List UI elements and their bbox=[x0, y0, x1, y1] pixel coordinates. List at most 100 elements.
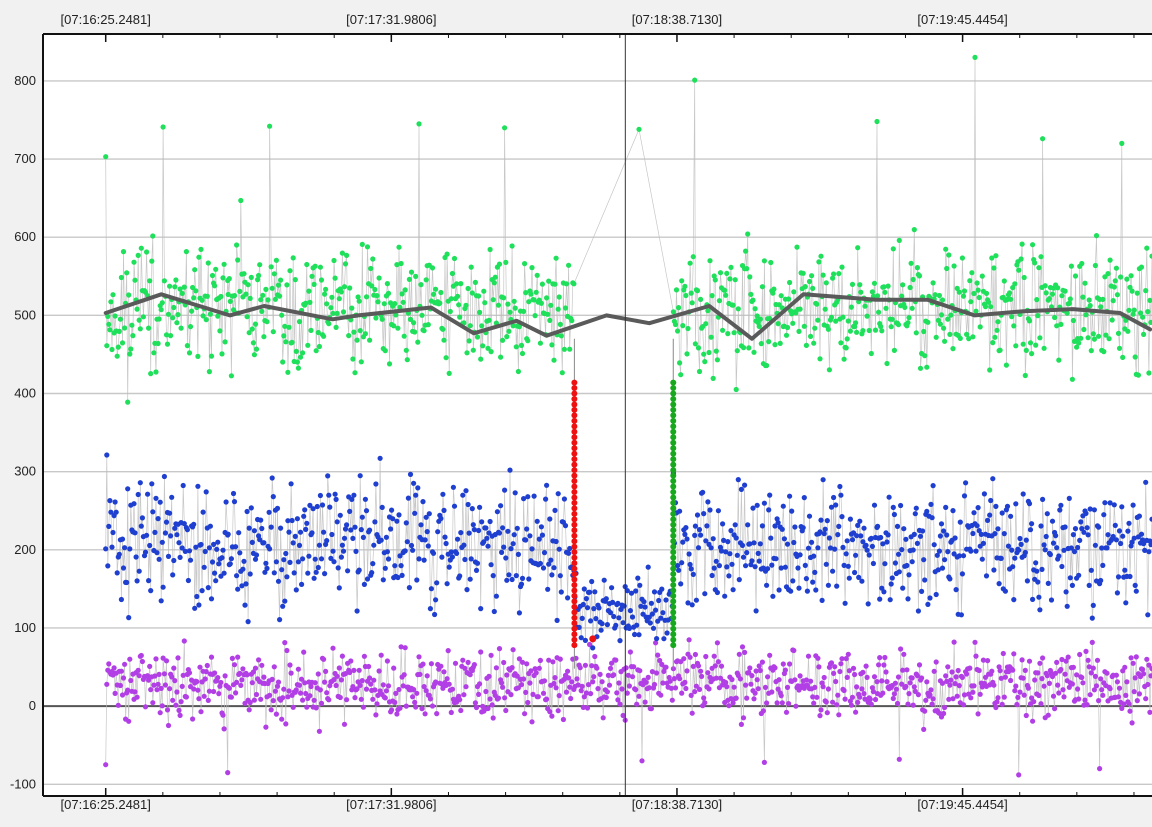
bottom-series-point bbox=[619, 686, 625, 692]
top-series-point bbox=[883, 305, 889, 311]
middle-series-point bbox=[636, 632, 642, 638]
middle-series-point bbox=[446, 564, 452, 570]
bottom-series-point bbox=[879, 678, 885, 684]
top-series-point bbox=[882, 289, 888, 295]
top-series-point bbox=[158, 307, 164, 313]
bottom-series-point bbox=[1022, 667, 1028, 674]
bottom-series-point bbox=[322, 679, 328, 685]
middle-series-point bbox=[957, 519, 963, 525]
bottom-series-point bbox=[183, 694, 189, 700]
middle-series-point bbox=[201, 564, 207, 570]
middle-series-point bbox=[216, 561, 222, 567]
middle-series-point bbox=[628, 590, 635, 596]
middle-series-point bbox=[937, 533, 944, 539]
top-series-point bbox=[899, 293, 905, 299]
bottom-series-point bbox=[706, 686, 712, 692]
middle-series-point bbox=[220, 547, 226, 553]
middle-series-point bbox=[122, 545, 128, 551]
bottom-series-point bbox=[523, 689, 529, 696]
middle-series-point bbox=[442, 534, 448, 540]
green-marker-point bbox=[670, 417, 677, 424]
top-series-point bbox=[900, 282, 906, 288]
top-series-point bbox=[204, 293, 210, 299]
middle-series-point bbox=[704, 523, 710, 529]
middle-series-point bbox=[745, 522, 751, 528]
middle-series-point bbox=[635, 575, 641, 581]
middle-series-point bbox=[328, 555, 334, 562]
bottom-series-point bbox=[368, 681, 374, 687]
bottom-series-point bbox=[617, 701, 623, 707]
middle-series-point bbox=[199, 588, 205, 594]
top-series-point bbox=[876, 309, 882, 315]
top-series-point bbox=[1034, 297, 1040, 303]
top-series-point bbox=[217, 328, 223, 334]
top-series-point bbox=[502, 125, 508, 131]
top-series-point bbox=[109, 346, 115, 353]
top-series-point bbox=[203, 317, 209, 323]
middle-series-point bbox=[952, 535, 958, 541]
bottom-series-point bbox=[1097, 766, 1103, 772]
middle-series-point bbox=[539, 532, 546, 538]
top-series-point bbox=[296, 319, 303, 325]
middle-series-point bbox=[858, 533, 864, 539]
bottom-series-point bbox=[1122, 664, 1128, 670]
top-series-point bbox=[1070, 317, 1076, 324]
bottom-series-point bbox=[779, 700, 785, 706]
bottom-series-point bbox=[251, 697, 257, 703]
red-marker-point bbox=[571, 521, 578, 528]
top-series-point bbox=[1093, 233, 1100, 239]
middle-series-point bbox=[993, 503, 999, 509]
bottom-series-point bbox=[921, 726, 927, 733]
middle-series-point bbox=[692, 532, 698, 539]
bottom-series-point bbox=[1131, 689, 1137, 695]
top-series-point bbox=[225, 291, 231, 298]
middle-series-point bbox=[815, 545, 821, 551]
bottom-series-point bbox=[1134, 698, 1140, 704]
bottom-series-point bbox=[930, 696, 936, 702]
bottom-series-point bbox=[793, 703, 799, 709]
red-marker-point bbox=[571, 488, 578, 495]
top-series-point bbox=[168, 333, 174, 339]
bottom-series-point bbox=[916, 662, 923, 668]
middle-series-point bbox=[646, 614, 652, 620]
top-series-point bbox=[251, 352, 257, 358]
top-series-point bbox=[1124, 276, 1130, 282]
middle-series-point bbox=[685, 600, 691, 606]
top-series-point bbox=[342, 261, 349, 267]
bottom-series-point bbox=[228, 694, 234, 700]
bottom-series-point bbox=[946, 696, 952, 702]
middle-series-point bbox=[344, 522, 350, 528]
middle-series-point bbox=[109, 544, 115, 550]
middle-series-point bbox=[125, 486, 131, 492]
bottom-series-point bbox=[1087, 692, 1093, 698]
red-marker-point bbox=[571, 483, 578, 490]
bottom-series-point bbox=[684, 668, 690, 674]
top-series-point bbox=[1064, 310, 1070, 316]
bottom-series-point bbox=[784, 684, 791, 691]
middle-series-point bbox=[1107, 500, 1113, 506]
middle-series-point bbox=[399, 572, 405, 579]
middle-series-point bbox=[734, 552, 740, 558]
bottom-series-point bbox=[919, 675, 925, 681]
middle-series-point bbox=[968, 548, 974, 554]
bottom-series-point bbox=[358, 696, 364, 702]
bottom-series-point bbox=[639, 758, 645, 764]
bottom-series-point bbox=[427, 696, 433, 702]
bottom-series-point bbox=[352, 695, 358, 701]
middle-series-point bbox=[909, 559, 915, 565]
bottom-series-point bbox=[805, 653, 812, 659]
middle-series-point bbox=[239, 583, 245, 589]
middle-series-point bbox=[942, 557, 948, 563]
middle-series-point bbox=[947, 576, 953, 582]
middle-series-point bbox=[718, 548, 725, 554]
middle-series-point bbox=[885, 532, 891, 538]
bottom-series-point bbox=[660, 680, 666, 686]
middle-series-point bbox=[1077, 537, 1083, 544]
middle-series-point bbox=[694, 512, 701, 518]
top-series-point bbox=[879, 328, 885, 334]
bottom-series-point bbox=[374, 701, 380, 707]
top-series-point bbox=[1091, 336, 1097, 342]
middle-series-point bbox=[846, 575, 852, 581]
bottom-series-point bbox=[839, 656, 845, 662]
